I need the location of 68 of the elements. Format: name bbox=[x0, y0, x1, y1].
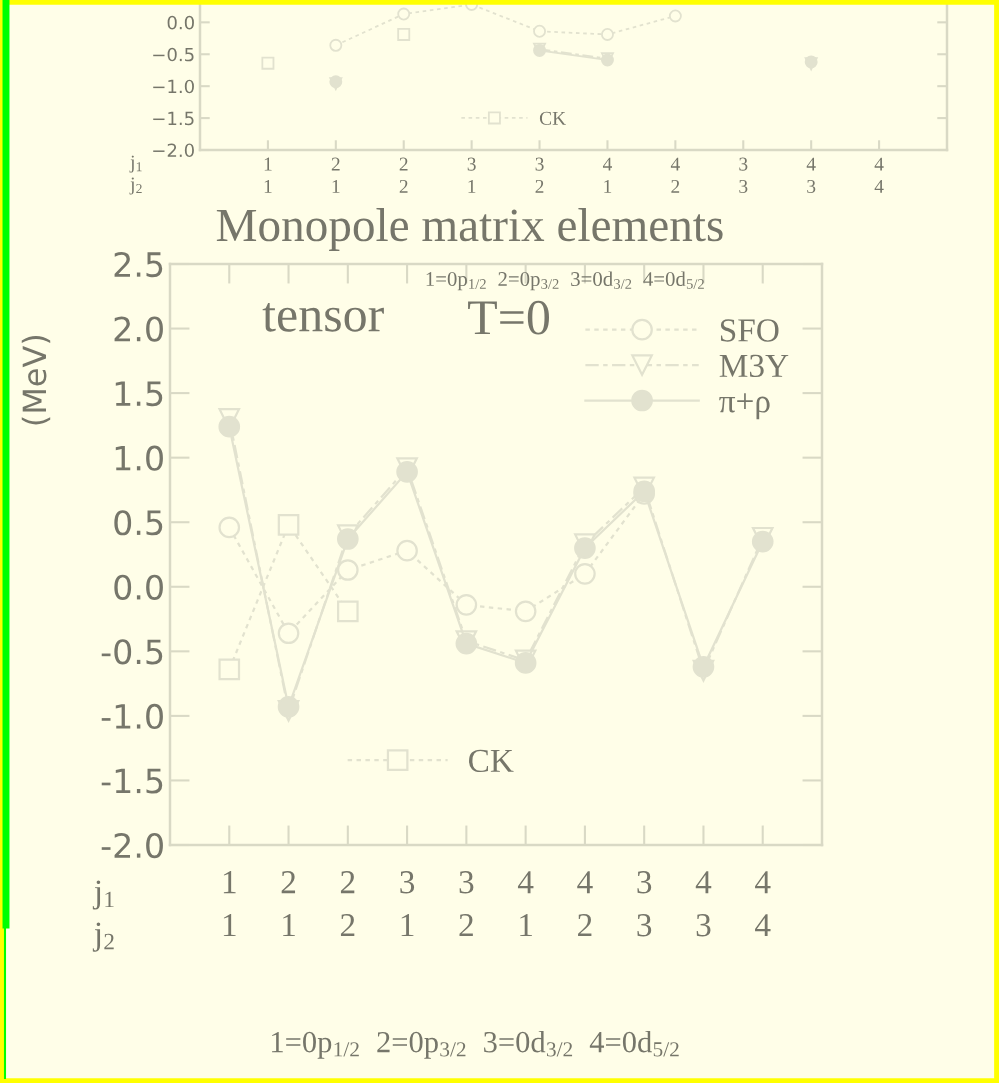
legend-label: CK bbox=[539, 111, 566, 125]
chart-title: Monopole matrix elements bbox=[216, 208, 723, 251]
text: 1=0p$_{1/2}$ 2=0p$_{3/2}$ 3=0d$_{3/2}$ 4=0d$_{5/2}$ bbox=[272, 1030, 679, 1059]
point bbox=[396, 539, 418, 562]
annotation: tensor bbox=[262, 303, 384, 332]
point bbox=[329, 38, 343, 52]
point bbox=[600, 28, 614, 41]
point bbox=[455, 594, 478, 616]
x-tick-label: 4 3 bbox=[806, 157, 816, 193]
legend-label: M3Y bbox=[719, 354, 789, 378]
x-axis-title: j$_{1}$ j$_{2}$ bbox=[129, 155, 142, 195]
x-tick-label: 2 2 bbox=[340, 871, 355, 937]
y-tick-label: 2.5 bbox=[114, 251, 163, 278]
y-tick-label: -2.0 bbox=[101, 832, 163, 859]
x-tick-label: 4 3 bbox=[695, 871, 712, 937]
point bbox=[277, 513, 300, 536]
x-tick-label: 3 1 bbox=[467, 157, 476, 193]
point bbox=[533, 24, 547, 38]
point bbox=[336, 600, 359, 623]
legend-label: π+ρ bbox=[719, 393, 770, 420]
point bbox=[692, 655, 715, 678]
y-tick-label: -0.5 bbox=[101, 639, 163, 665]
annotation: T=0 bbox=[468, 300, 550, 335]
y-tick-label: -1.0 bbox=[101, 703, 163, 730]
x-tick-label: 3 3 bbox=[739, 157, 748, 193]
point bbox=[397, 28, 411, 41]
x-axis-title: j$_{1}$ j$_{2}$ bbox=[92, 880, 114, 952]
legend-label: SFO bbox=[720, 319, 779, 342]
point bbox=[218, 516, 241, 539]
point bbox=[514, 600, 537, 623]
point bbox=[261, 56, 275, 70]
x-tick-label: 3 2 bbox=[535, 157, 544, 193]
x-tick-label: 2 1 bbox=[331, 157, 340, 193]
x-tick-label: 2 2 bbox=[399, 157, 408, 193]
x-tick-label: 3 2 bbox=[459, 871, 474, 937]
x-tick-label: 4 4 bbox=[874, 157, 884, 193]
point bbox=[668, 9, 682, 23]
x-tick-label: 2 1 bbox=[281, 871, 296, 937]
legend-label: CK bbox=[469, 749, 514, 773]
x-tick-label: 4 1 bbox=[602, 157, 613, 193]
y-tick-label: −1.0 bbox=[153, 79, 194, 94]
y-tick-label: 0.5 bbox=[114, 510, 163, 536]
point bbox=[397, 7, 411, 21]
point bbox=[218, 415, 241, 438]
x-tick-label: 4 2 bbox=[577, 871, 593, 937]
y-tick-label: 1.5 bbox=[115, 381, 163, 407]
y-axis-title: (MeV) bbox=[21, 335, 51, 425]
point bbox=[277, 622, 300, 645]
y-tick-label: 0.0 bbox=[167, 15, 194, 30]
x-tick-label: 1 1 bbox=[264, 157, 272, 193]
y-tick-label: -1.5 bbox=[101, 768, 163, 794]
y-tick-label: 0.0 bbox=[114, 574, 163, 600]
x-tick-label: 4 1 bbox=[517, 871, 534, 937]
point bbox=[574, 563, 596, 585]
x-tick-label: 1 1 bbox=[223, 871, 236, 937]
y-tick-label: 2.0 bbox=[114, 316, 163, 342]
point bbox=[336, 559, 359, 581]
point bbox=[277, 696, 300, 718]
y-tick-label: −0.5 bbox=[153, 47, 194, 62]
x-tick-label: 3 3 bbox=[637, 871, 652, 937]
point bbox=[218, 658, 241, 681]
x-tick-label: 4 4 bbox=[755, 871, 771, 937]
annotation: 1=0p$_{1/2}$ 2=0p$_{3/2}$ 3=0d$_{3/2}$ 4=0d$_{5/2}$ bbox=[426, 271, 704, 291]
y-tick-label: −1.5 bbox=[153, 111, 194, 126]
y-tick-label: −2.0 bbox=[153, 143, 194, 158]
y-tick-label: 1.0 bbox=[115, 445, 163, 471]
x-tick-label: 3 1 bbox=[400, 871, 415, 937]
x-tick-label: 4 2 bbox=[670, 157, 680, 193]
